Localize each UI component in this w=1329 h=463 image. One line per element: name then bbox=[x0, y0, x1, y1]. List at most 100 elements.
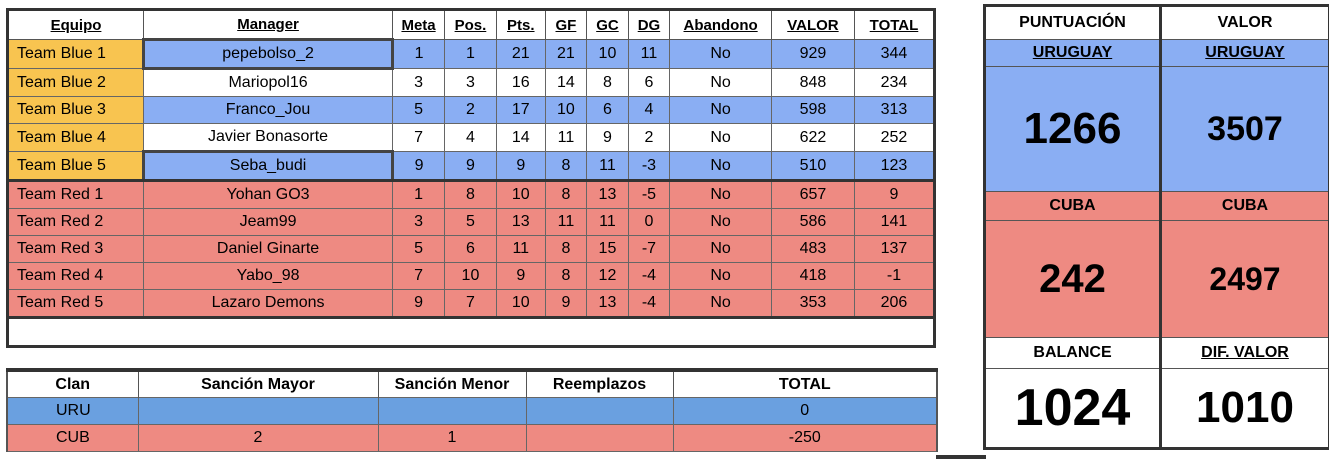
total-cell: 252 bbox=[853, 123, 936, 152]
clan-total-cell: 0 bbox=[672, 397, 938, 425]
header-clan: Clan bbox=[6, 370, 139, 398]
valor-cell: 929 bbox=[770, 39, 855, 69]
meta-cell: 5 bbox=[392, 235, 445, 263]
header-abandono: Abandono bbox=[669, 9, 772, 40]
team-cell: Team Red 5 bbox=[7, 289, 144, 318]
gf-cell: 21 bbox=[544, 39, 588, 69]
meta-cell: 9 bbox=[392, 151, 445, 182]
table-row: Team Red 4 Yabo_98 7 10 9 8 12 -4 No 418 -1 bbox=[7, 262, 936, 290]
abandono-cell: No bbox=[669, 289, 772, 318]
gc-cell: 9 bbox=[586, 123, 629, 152]
header-sancion-mayor: Sanción Mayor bbox=[137, 370, 379, 398]
pos-cell: 3 bbox=[444, 68, 497, 97]
gc-cell: 10 bbox=[586, 39, 629, 69]
dg-cell: 2 bbox=[627, 123, 671, 152]
gc-cell: 13 bbox=[586, 180, 629, 209]
team-cell: Team Blue 1 bbox=[7, 39, 144, 69]
table-row: Team Blue 4 Javier Bonasorte 7 4 14 11 9 2 No 622… bbox=[7, 123, 936, 152]
total-cell: 9 bbox=[853, 180, 936, 209]
abandono-cell: No bbox=[669, 180, 772, 209]
header-total: TOTAL bbox=[853, 9, 936, 40]
manager-cell: Seba_budi bbox=[141, 150, 395, 182]
dg-cell: 6 bbox=[627, 68, 671, 97]
gc-cell: 11 bbox=[586, 208, 629, 236]
total-cell: 313 bbox=[853, 96, 936, 124]
table-row: Team Red 5 Lazaro Demons 9 7 10 9 13 -4 No 353 206 bbox=[7, 289, 936, 318]
header-sancion-menor: Sanción Menor bbox=[377, 370, 527, 398]
pts-cell: 21 bbox=[495, 39, 546, 69]
dg-cell: -4 bbox=[627, 262, 671, 290]
cuba-label-valor: CUBA bbox=[1160, 191, 1329, 221]
puntuacion-header: PUNTUACIÓN bbox=[984, 5, 1162, 40]
pts-cell: 14 bbox=[495, 123, 546, 152]
gc-cell: 8 bbox=[586, 68, 629, 97]
table-row: Team Red 1 Yohan GO3 1 8 10 8 13 -5 No 657 9 bbox=[7, 180, 936, 209]
dg-cell: -4 bbox=[627, 289, 671, 318]
pts-cell: 11 bbox=[495, 235, 546, 263]
gf-cell: 11 bbox=[544, 123, 588, 152]
gf-cell: 8 bbox=[544, 151, 588, 182]
balance-label: BALANCE bbox=[984, 337, 1162, 369]
pts-cell: 16 bbox=[495, 68, 546, 97]
clan-cell: CUB bbox=[6, 424, 139, 452]
meta-cell: 1 bbox=[392, 39, 445, 69]
valor-cell: 598 bbox=[770, 96, 855, 124]
sancion-mayor-cell bbox=[137, 397, 379, 425]
meta-cell: 9 bbox=[392, 289, 445, 318]
clan-total-cell: -250 bbox=[672, 424, 938, 452]
team-cell: Team Blue 5 bbox=[7, 151, 144, 182]
abandono-cell: No bbox=[669, 68, 772, 97]
gc-cell: 6 bbox=[586, 96, 629, 124]
table-row: URU 0 bbox=[6, 397, 938, 425]
meta-cell: 5 bbox=[392, 96, 445, 124]
dif-valor-label: DIF. VALOR bbox=[1160, 337, 1329, 369]
table-row: CUB 2 1 -250 bbox=[6, 424, 938, 452]
gc-cell: 13 bbox=[586, 289, 629, 318]
header-pts: Pts. bbox=[495, 9, 546, 40]
pos-cell: 10 bbox=[444, 262, 497, 290]
header-manager: Manager bbox=[142, 9, 394, 40]
table-row: Team Blue 5 Seba_budi 9 9 9 8 11 -3 No 510 123 bbox=[7, 150, 936, 182]
reemplazos-cell bbox=[525, 397, 674, 425]
meta-cell: 3 bbox=[392, 208, 445, 236]
team-cell: Team Red 1 bbox=[7, 180, 144, 209]
team-cell: Team Blue 2 bbox=[7, 68, 144, 97]
header-total-clan: TOTAL bbox=[672, 370, 938, 398]
valor-cell: 586 bbox=[770, 208, 855, 236]
balance-value: 1024 bbox=[984, 368, 1162, 449]
standings-table: Equipo Manager Meta Pos. Pts. GF GC DG A… bbox=[6, 8, 936, 348]
pos-cell: 5 bbox=[444, 208, 497, 236]
uruguay-valor: 3507 bbox=[1160, 66, 1329, 192]
gf-cell: 9 bbox=[544, 289, 588, 318]
gc-cell: 12 bbox=[586, 262, 629, 290]
gf-cell: 14 bbox=[544, 68, 588, 97]
pts-cell: 9 bbox=[495, 151, 546, 182]
header-equipo: Equipo bbox=[7, 9, 144, 40]
manager-cell: Javier Bonasorte bbox=[142, 123, 394, 152]
pos-cell: 7 bbox=[444, 289, 497, 318]
abandono-cell: No bbox=[669, 262, 772, 290]
sancion-menor-cell: 1 bbox=[377, 424, 527, 452]
manager-cell: pepebolso_2 bbox=[141, 38, 395, 70]
pos-cell: 6 bbox=[444, 235, 497, 263]
sanctions-table: Clan Sanción Mayor Sanción Menor Reempla… bbox=[6, 368, 938, 452]
total-cell: -1 bbox=[853, 262, 936, 290]
team-cell: Team Red 4 bbox=[7, 262, 144, 290]
table-row: Team Blue 1 pepebolso_2 1 1 21 21 10 11 No 929 344 bbox=[7, 38, 936, 70]
total-cell: 234 bbox=[853, 68, 936, 97]
sancion-mayor-cell: 2 bbox=[137, 424, 379, 452]
manager-cell: Mariopol16 bbox=[142, 68, 394, 97]
abandono-cell: No bbox=[669, 235, 772, 263]
pts-cell: 17 bbox=[495, 96, 546, 124]
manager-cell: Yabo_98 bbox=[142, 262, 394, 290]
header-gf: GF bbox=[544, 9, 588, 40]
header-reemplazos: Reemplazos bbox=[525, 370, 674, 398]
abandono-cell: No bbox=[669, 208, 772, 236]
gf-cell: 10 bbox=[544, 96, 588, 124]
uruguay-label-valor: URUGUAY bbox=[1160, 39, 1329, 67]
pts-cell: 9 bbox=[495, 262, 546, 290]
pos-cell: 9 bbox=[444, 151, 497, 182]
gc-cell: 15 bbox=[586, 235, 629, 263]
pts-cell: 10 bbox=[495, 180, 546, 209]
meta-cell: 1 bbox=[392, 180, 445, 209]
